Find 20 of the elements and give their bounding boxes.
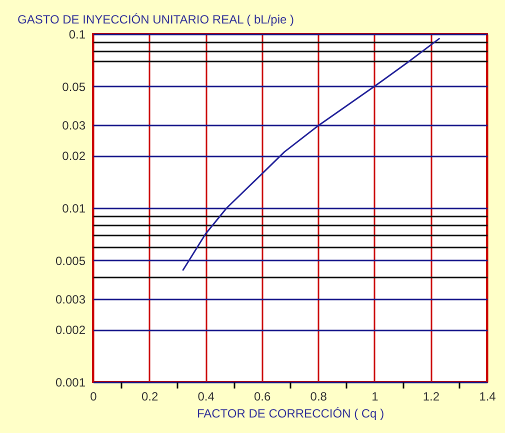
line-series	[182, 38, 440, 271]
y-tick-label: 0.01	[62, 202, 86, 216]
x-tick-label: 0.6	[254, 390, 272, 404]
x-tick-label: 0	[90, 390, 98, 404]
y-tick-label: 0.03	[62, 118, 86, 132]
y-tick-label: 0.001	[55, 376, 86, 390]
x-tick-label: 1.4	[479, 390, 496, 404]
x-tick-label: 1	[372, 390, 379, 404]
y-tick-label: 0.05	[62, 80, 86, 94]
x-tick-label: 0.4	[198, 390, 215, 404]
y-tick-label: 0.1	[68, 28, 86, 42]
x-tick-label: 1.2	[422, 390, 440, 404]
y-tick-label: 0.005	[55, 254, 86, 268]
y-tick-label: 0.02	[62, 149, 86, 164]
y-tick-label: 0.003	[55, 292, 86, 306]
y-tick-label: 0.002	[55, 323, 86, 338]
x-axis-title: FACTOR DE CORRECCIÓN ( Cq )	[196, 406, 384, 420]
x-tick-label: 0.2	[141, 390, 158, 404]
x-tick-label: 0.8	[310, 390, 328, 404]
y-axis-title: GASTO DE INYECCIÓN UNITARIO REAL ( bL/pie )	[18, 12, 294, 26]
